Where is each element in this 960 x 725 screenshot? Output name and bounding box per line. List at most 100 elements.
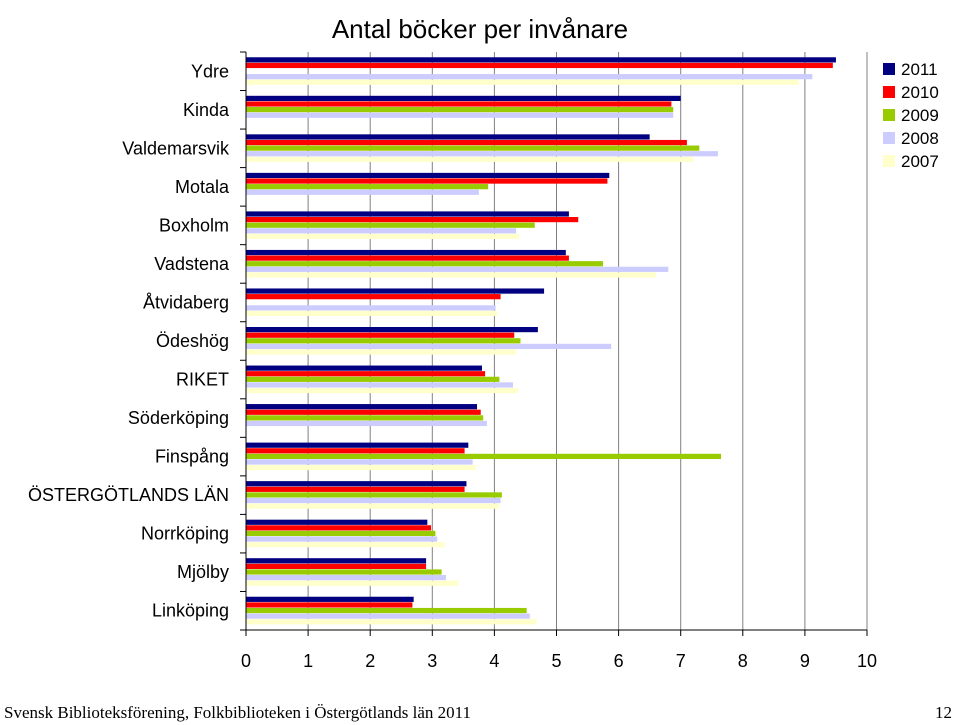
- bar: [246, 569, 442, 575]
- category-label: Åtvidaberg: [143, 292, 229, 312]
- bar: [246, 420, 487, 427]
- bar: [246, 189, 479, 195]
- x-tick-label: 5: [551, 651, 561, 671]
- category-labels: Ydre Kinda Valdemarsvik Motala Boxholm Vadste…: [28, 61, 230, 620]
- axes: [240, 51, 868, 636]
- bar: [246, 134, 650, 140]
- category-label: Vadstena: [154, 254, 230, 274]
- bar: [246, 542, 445, 548]
- legend-label: 2010: [901, 83, 939, 102]
- bar: [246, 596, 414, 602]
- bar: [246, 371, 486, 377]
- x-tick-label: 8: [738, 651, 748, 671]
- bar: [246, 95, 681, 101]
- bar: [246, 261, 604, 267]
- bar: [246, 79, 799, 85]
- x-tick-labels: 0 1 2 3 4 5 6 7 8 9 10: [241, 651, 877, 671]
- bar: [246, 481, 467, 487]
- bar: [246, 486, 465, 492]
- bar: [246, 332, 515, 338]
- x-tick-label: 2: [365, 651, 375, 671]
- bar: [246, 492, 502, 498]
- category-label: Motala: [175, 177, 230, 197]
- legend-label: 2011: [901, 60, 938, 79]
- bar: [246, 184, 489, 190]
- bar: [246, 310, 498, 317]
- bars: [246, 57, 836, 625]
- page-number: 12: [935, 703, 952, 722]
- bar: [246, 409, 481, 415]
- x-tick-label: 10: [857, 651, 877, 671]
- bar: [246, 607, 527, 614]
- bar: [246, 459, 473, 465]
- category-label: Finspång: [155, 447, 229, 467]
- category-label: Söderköping: [128, 408, 229, 428]
- bar: [246, 602, 413, 608]
- bar: [246, 558, 427, 564]
- bar: [246, 288, 545, 294]
- bar: [246, 343, 612, 349]
- bar: [246, 349, 517, 355]
- bar: [246, 365, 482, 371]
- bar: [246, 382, 514, 388]
- bar: [246, 536, 438, 542]
- legend-swatch: [883, 63, 895, 75]
- legend-swatch: [883, 86, 895, 98]
- bar: [246, 327, 538, 333]
- bar: [246, 525, 432, 531]
- bar: [246, 497, 501, 504]
- bar: [246, 619, 537, 625]
- bar: [246, 387, 518, 394]
- x-tick-label: 3: [427, 651, 437, 671]
- bar: [246, 294, 501, 300]
- bar: [246, 57, 836, 63]
- bar: [246, 178, 608, 184]
- bar: [246, 145, 700, 151]
- legend-swatch: [883, 132, 895, 144]
- category-label: ÖSTERGÖTLANDS LÄN: [28, 485, 229, 505]
- bar: [246, 338, 521, 344]
- chart: Antal böcker per invånare Ydre Kinda Valde…: [28, 14, 939, 671]
- bar: [246, 217, 579, 223]
- category-label: Boxholm: [159, 215, 229, 235]
- bar: [246, 62, 833, 69]
- x-tick-label: 1: [303, 651, 313, 671]
- legend-swatch: [883, 109, 895, 121]
- bar: [246, 448, 465, 454]
- bar: [246, 249, 566, 256]
- bar: [246, 233, 520, 239]
- bar: [246, 101, 672, 107]
- footer-source: Svensk Biblioteksförening, Folkbibliotek…: [4, 703, 471, 722]
- bar: [246, 305, 496, 311]
- bar: [246, 503, 500, 509]
- x-tick-label: 6: [614, 651, 624, 671]
- category-label: RIKET: [176, 370, 229, 390]
- bar: [246, 172, 610, 179]
- bar: [246, 107, 674, 113]
- chart-title: Antal böcker per invånare: [332, 14, 628, 44]
- x-tick-label: 9: [800, 651, 810, 671]
- x-tick-label: 0: [241, 651, 251, 671]
- bar: [246, 112, 674, 118]
- bar: [246, 255, 569, 261]
- legend: 2011 2010 2009 2008 2007: [883, 60, 939, 171]
- bar: [246, 228, 517, 234]
- bar: [246, 575, 446, 581]
- category-label: Linköping: [152, 601, 229, 621]
- category-label: Ödeshög: [156, 331, 229, 351]
- bar: [246, 465, 476, 471]
- bar: [246, 151, 718, 157]
- bar: [246, 211, 569, 217]
- category-label: Ydre: [191, 61, 229, 81]
- bar: [246, 139, 687, 146]
- bar: [246, 563, 427, 569]
- legend-label: 2007: [901, 152, 939, 171]
- x-tick-label: 7: [676, 651, 686, 671]
- category-label: Valdemarsvik: [122, 138, 230, 158]
- bar: [246, 74, 813, 80]
- bar: [246, 442, 469, 448]
- legend-swatch: [883, 155, 895, 167]
- bar: [246, 580, 459, 586]
- bar: [246, 222, 535, 228]
- category-label: Norrköping: [141, 524, 229, 544]
